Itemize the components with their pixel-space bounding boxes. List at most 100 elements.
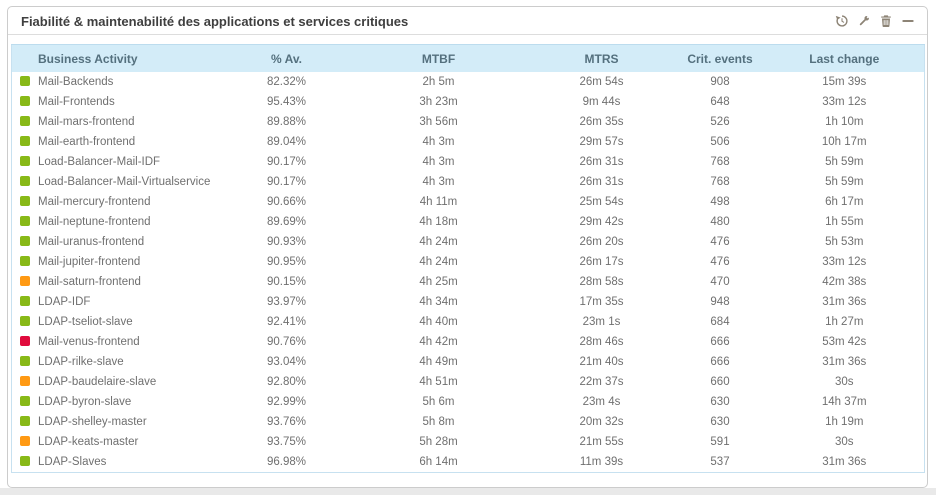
cell-business-activity: Mail-saturn-frontend [12, 272, 224, 292]
cell-crit-events: 498 [710, 196, 730, 208]
wrench-icon[interactable] [857, 14, 871, 28]
cell-mtrs: 23m 1s [582, 316, 621, 328]
ba-table-body: Mail-Backends 82.32% 2h 5m 26m 54s 908 1… [12, 72, 925, 473]
refresh-icon[interactable] [835, 14, 849, 28]
cell-business-activity: LDAP-byron-slave [12, 392, 224, 412]
business-activity-link[interactable]: LDAP-shelley-master [38, 416, 147, 428]
cell-mtbf: 4h 3m [422, 136, 455, 148]
cell-mtbf: 4h 25m [419, 276, 458, 288]
business-activity-link[interactable]: LDAP-rilke-slave [38, 356, 124, 368]
cell-crit-events: 768 [710, 156, 730, 168]
status-square-icon [20, 416, 30, 426]
business-activity-link[interactable]: Load-Balancer-Mail-IDF [38, 156, 161, 168]
business-activity-link[interactable]: Mail-saturn-frontend [38, 276, 141, 288]
business-activity-link[interactable]: Mail-earth-frontend [38, 136, 136, 148]
cell-availability: 92.99% [266, 396, 306, 408]
column-header-mtbf[interactable]: MTBF [349, 44, 528, 72]
column-header-mtrs[interactable]: MTRS [527, 44, 676, 72]
column-header-availability[interactable]: % Av. [223, 44, 350, 72]
table-row: Mail-mars-frontend 89.88% 3h 56m 26m 35s… [12, 112, 925, 132]
cell-mtbf: 4h 24m [419, 256, 458, 268]
cell-crit-events: 648 [710, 96, 730, 108]
status-square-icon [20, 296, 30, 306]
table-row: LDAP-IDF 93.97% 4h 34m 17m 35s 948 31m 3… [12, 292, 925, 312]
table-row: Mail-Frontends 95.43% 3h 23m 9m 44s 648 … [12, 92, 925, 112]
cell-availability: 92.80% [266, 376, 306, 388]
business-activity-link[interactable]: LDAP-IDF [38, 296, 91, 308]
cell-availability: 90.76% [266, 336, 306, 348]
cell-crit-events: 526 [710, 116, 730, 128]
cell-business-activity: Mail-mercury-frontend [12, 192, 224, 212]
cell-last-change: 30s [834, 436, 854, 448]
cell-crit-events: 666 [710, 356, 730, 368]
cell-availability: 90.17% [266, 156, 306, 168]
table-row: Mail-mercury-frontend 90.66% 4h 11m 25m … [12, 192, 925, 212]
cell-mtbf: 5h 6m [422, 396, 455, 408]
status-square-icon [20, 156, 30, 166]
cell-availability: 89.04% [266, 136, 306, 148]
status-square-icon [20, 376, 30, 386]
table-row: Mail-venus-frontend 90.76% 4h 42m 28m 46… [12, 332, 925, 352]
cell-mtrs: 17m 35s [579, 296, 624, 308]
status-square-icon [20, 216, 30, 226]
cell-mtbf: 2h 5m [422, 76, 455, 88]
status-square-icon [20, 196, 30, 206]
cell-crit-events: 506 [710, 136, 730, 148]
cell-business-activity: LDAP-rilke-slave [12, 352, 224, 372]
status-square-icon [20, 76, 30, 86]
business-activity-link[interactable]: Mail-venus-frontend [38, 336, 140, 348]
business-activity-link[interactable]: LDAP-tseliot-slave [38, 316, 133, 328]
business-activity-link[interactable]: Mail-neptune-frontend [38, 216, 151, 228]
column-header-business-activity[interactable]: Business Activity [11, 44, 224, 72]
cell-last-change: 33m 12s [822, 96, 867, 108]
status-square-icon [20, 436, 30, 446]
business-activity-link[interactable]: Load-Balancer-Mail-Virtualservice [38, 176, 211, 188]
cell-business-activity: Load-Balancer-Mail-Virtualservice [12, 172, 224, 192]
cell-availability: 93.76% [266, 416, 306, 428]
cell-last-change: 1h 10m [825, 116, 864, 128]
table-row: Mail-neptune-frontend 89.69% 4h 18m 29m … [12, 212, 925, 232]
cell-last-change: 53m 42s [822, 336, 867, 348]
cell-availability: 89.69% [266, 216, 306, 228]
cell-crit-events: 476 [710, 256, 730, 268]
cell-crit-events: 684 [710, 316, 730, 328]
cell-business-activity: Mail-jupiter-frontend [12, 252, 224, 272]
cell-mtbf: 4h 3m [422, 156, 455, 168]
business-activity-link[interactable]: LDAP-byron-slave [38, 396, 132, 408]
cell-mtrs: 23m 4s [582, 396, 621, 408]
cell-availability: 90.95% [266, 256, 306, 268]
business-activity-link[interactable]: Mail-Frontends [38, 96, 115, 108]
business-activity-link[interactable]: Mail-mercury-frontend [38, 196, 151, 208]
cell-crit-events: 768 [710, 176, 730, 188]
cell-availability: 89.88% [266, 116, 306, 128]
cell-mtrs: 26m 20s [579, 236, 624, 248]
business-activity-link[interactable]: Mail-uranus-frontend [38, 236, 145, 248]
business-activity-link[interactable]: Mail-Backends [38, 76, 114, 88]
status-square-icon [20, 316, 30, 326]
cell-mtrs: 9m 44s [582, 96, 621, 108]
cell-availability: 82.32% [266, 76, 306, 88]
cell-last-change: 6h 17m [825, 196, 864, 208]
business-activity-link[interactable]: LDAP-Slaves [38, 456, 107, 468]
business-activity-link[interactable]: Mail-jupiter-frontend [38, 256, 141, 268]
business-activity-link[interactable]: Mail-mars-frontend [38, 116, 135, 128]
business-activity-link[interactable]: LDAP-keats-master [38, 436, 139, 448]
cell-mtrs: 26m 54s [579, 76, 624, 88]
cell-business-activity: LDAP-tseliot-slave [12, 312, 224, 332]
cell-business-activity: Mail-neptune-frontend [12, 212, 224, 232]
status-square-icon [20, 96, 30, 106]
column-header-last-change[interactable]: Last change [764, 44, 925, 72]
column-header-crit-events[interactable]: Crit. events [675, 44, 765, 72]
collapse-icon[interactable] [901, 14, 915, 28]
cell-crit-events: 630 [710, 396, 730, 408]
cell-availability: 90.93% [266, 236, 306, 248]
cell-mtrs: 29m 42s [579, 216, 624, 228]
business-activity-link[interactable]: LDAP-baudelaire-slave [38, 376, 157, 388]
cell-mtbf: 4h 34m [419, 296, 458, 308]
cell-mtbf: 3h 23m [419, 96, 458, 108]
cell-business-activity: Mail-venus-frontend [12, 332, 224, 352]
cell-mtbf: 6h 14m [419, 456, 458, 468]
status-square-icon [20, 256, 30, 266]
cell-mtbf: 4h 51m [419, 376, 458, 388]
trash-icon[interactable] [879, 14, 893, 28]
